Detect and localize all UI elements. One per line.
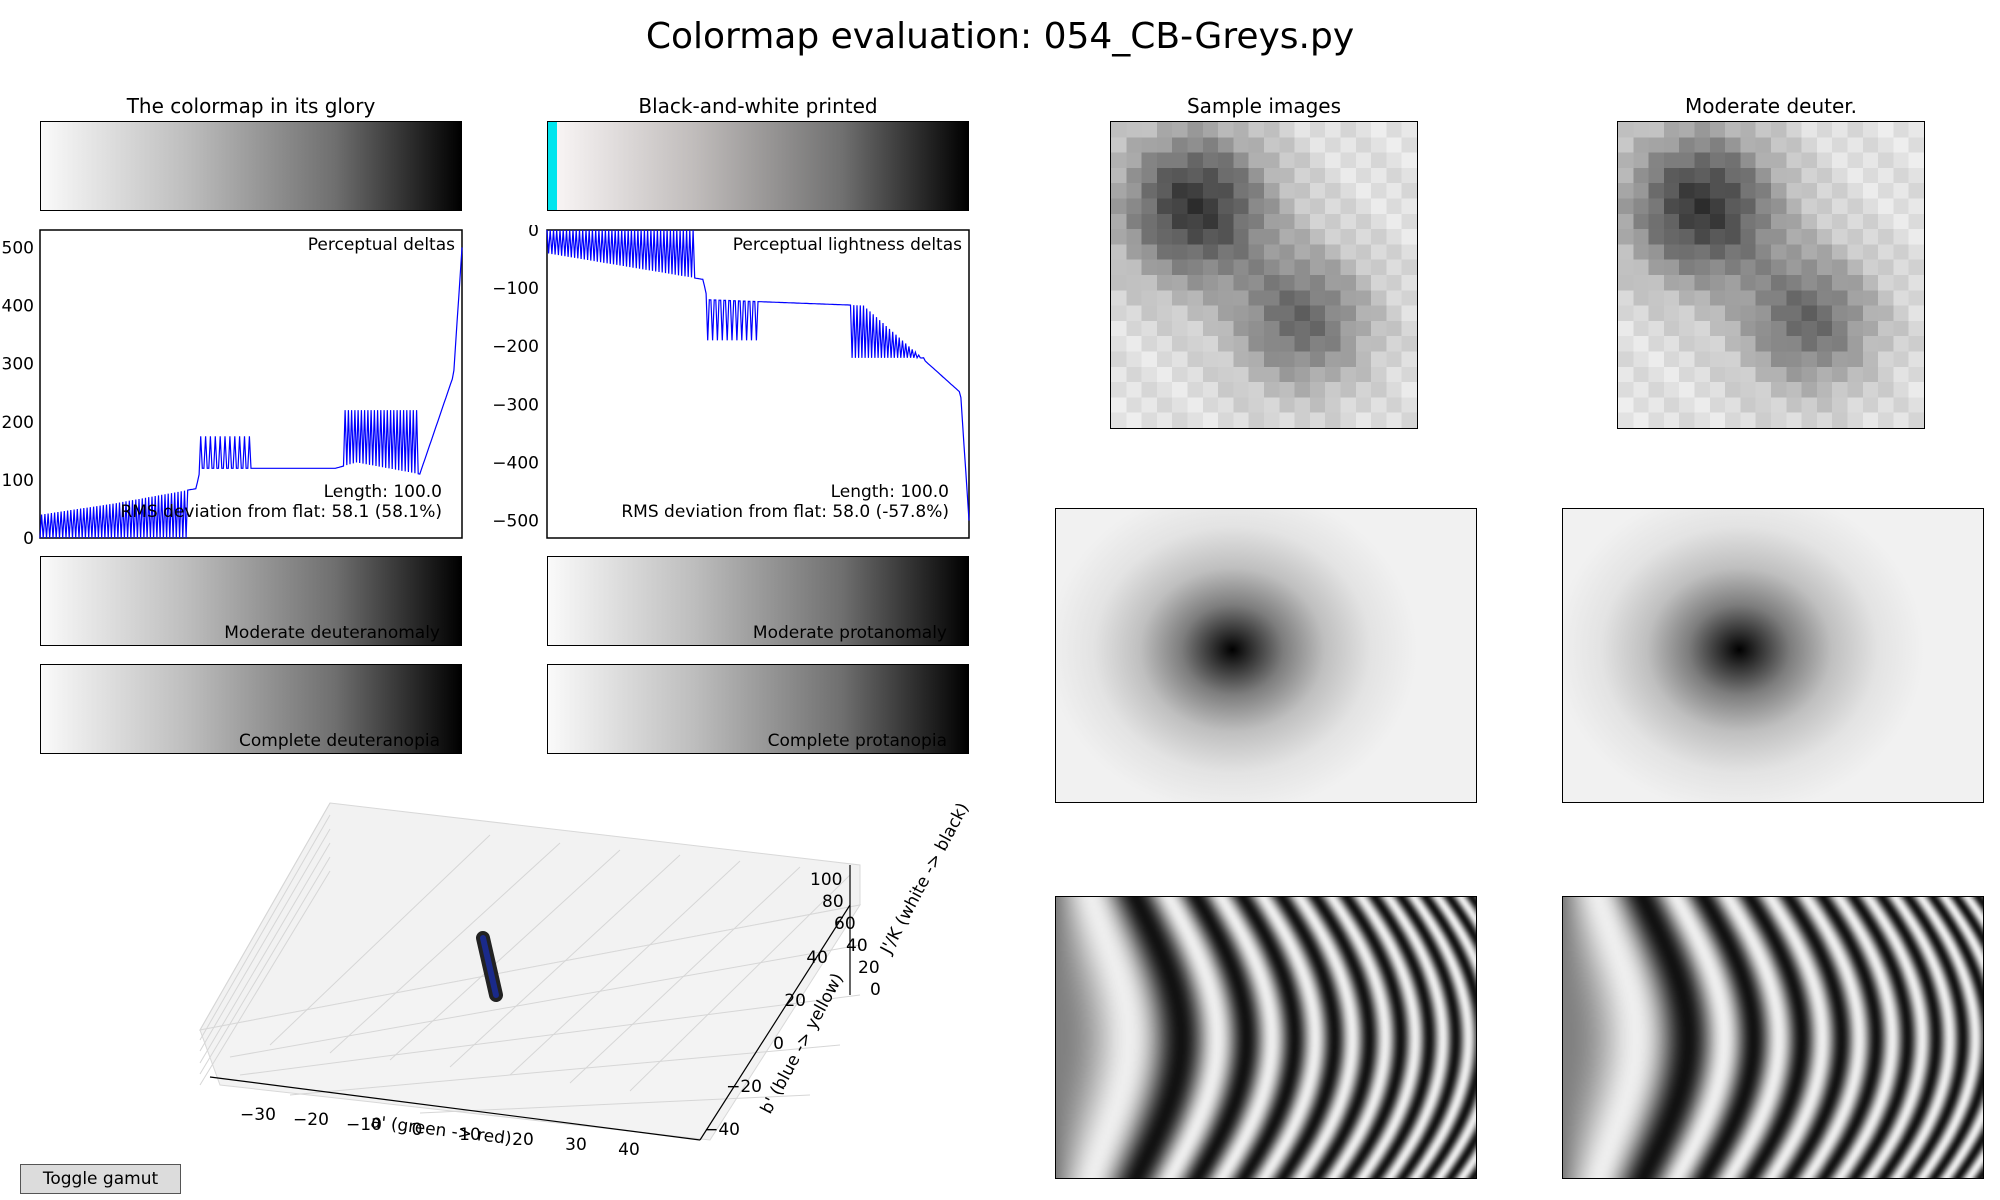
deuter-image-blobs <box>1617 121 1925 429</box>
bw-title: Black-and-white printed <box>638 94 878 118</box>
toggle-gamut-button[interactable]: Toggle gamut <box>20 1164 181 1194</box>
y3d-tick: 40 <box>806 948 828 968</box>
z-axis-label: J'/K (white -> black) <box>876 800 970 959</box>
ld-title: Perceptual lightness deltas <box>733 235 962 255</box>
colormap-bar <box>40 121 462 211</box>
moderate-deuteranomaly-bar <box>40 556 462 646</box>
ld-ytick: −100 <box>492 279 539 299</box>
z3d-tick: 20 <box>858 958 880 978</box>
y3d-tick: −20 <box>726 1077 762 1097</box>
pd-ytick: 200 <box>2 413 34 433</box>
pd-length: Length: 100.0 <box>324 482 442 502</box>
y3d-tick: 20 <box>784 991 806 1011</box>
deuter-image-radial <box>1562 508 1984 803</box>
y3d-tick: −40 <box>704 1120 740 1140</box>
colorspace-3d-plot: −30 −20 −10 0 10 20 30 40−40−200204002040608010… <box>199 800 970 1160</box>
pd-ytick: 100 <box>2 471 34 491</box>
deuter-image-waves <box>1562 896 1984 1179</box>
complete-deuteranopia-label: Complete deuteranopia <box>239 731 440 751</box>
z3d-tick: 60 <box>834 914 856 934</box>
pd-ytick: 500 <box>2 238 34 258</box>
ld-ytick: 0 <box>528 225 539 241</box>
x-axis-label: a' (green -> red) <box>369 1112 512 1149</box>
pd-ytick: 300 <box>2 355 34 375</box>
pd-rms: RMS deviation from flat: 58.1 (58.1%) <box>120 502 442 522</box>
ld-ytick: −400 <box>492 453 539 473</box>
z3d-tick: 100 <box>810 870 842 890</box>
ld-ytick: −500 <box>492 512 539 532</box>
complete-protanopia-label: Complete protanopia <box>767 731 947 751</box>
samples-title: Sample images <box>1186 94 1342 118</box>
x3d-tick: −10 <box>346 1115 382 1135</box>
ld-ytick: −300 <box>492 395 539 415</box>
deuter-title: Moderate deuter. <box>1684 94 1858 118</box>
lightness-deltas-chart: 0 −100 −200 −300 −400 −500 Perceptual lightne… <box>492 225 970 539</box>
bw-printed-bar <box>547 121 969 211</box>
x3d-tick: −20 <box>293 1110 329 1130</box>
ld-length: Length: 100.0 <box>831 482 949 502</box>
ld-ytick: −200 <box>492 337 539 357</box>
x3d-tick: 10 <box>459 1125 481 1145</box>
z3d-tick: 40 <box>846 936 868 956</box>
sample-image-blobs <box>1110 121 1418 429</box>
pd-title: Perceptual deltas <box>308 235 455 255</box>
moderate-protanomaly-bar <box>547 556 969 646</box>
complete-deuteranopia-bar <box>40 664 462 754</box>
pd-ytick: 400 <box>2 297 34 317</box>
x3d-tick: 30 <box>565 1135 587 1155</box>
glory-title: The colormap in its glory <box>126 94 376 118</box>
x3d-tick: 40 <box>618 1140 640 1160</box>
ld-rms: RMS deviation from flat: 58.0 (-57.8%) <box>621 502 949 522</box>
moderate-deuteranomaly-label: Moderate deuteranomaly <box>224 623 440 643</box>
complete-protanopia-bar <box>547 664 969 754</box>
x3d-tick: 0 <box>412 1120 423 1140</box>
y3d-tick: 0 <box>773 1034 784 1054</box>
z3d-tick: 80 <box>822 892 844 912</box>
x3d-tick: 20 <box>512 1130 534 1150</box>
perceptual-deltas-chart: 0 100 200 300 400 500 Perceptual deltas Lengt… <box>2 229 463 549</box>
z3d-tick: 0 <box>870 980 881 1000</box>
moderate-protanomaly-label: Moderate protanomaly <box>752 623 947 643</box>
sample-image-waves <box>1055 896 1477 1179</box>
x3d-tick: −30 <box>240 1105 276 1125</box>
pd-ytick: 0 <box>23 529 34 549</box>
sample-image-radial <box>1055 508 1477 803</box>
figure-title: Colormap evaluation: 054_CB-Greys.py <box>645 16 1355 57</box>
